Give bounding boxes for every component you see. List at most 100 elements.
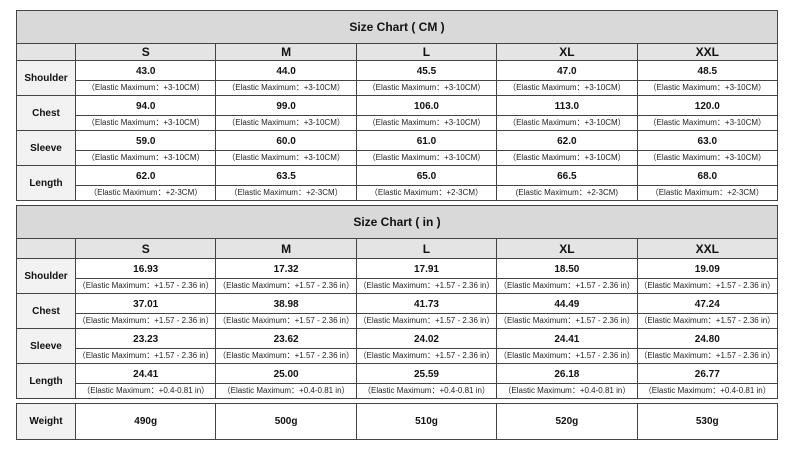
measurement-cell: 61.0 （Elastic Maximum：+3-10CM） [355, 130, 498, 166]
measurement-cell: 94.0 （Elastic Maximum：+3-10CM） [74, 95, 217, 131]
row-label: Chest [16, 293, 76, 329]
measurement-value: 62.0 [76, 166, 216, 186]
elastic-note: （Elastic Maximum：+1.57 - 2.36 in） [218, 351, 354, 360]
chart-title-row: Size Chart ( in ) [16, 205, 778, 239]
measurement-value: 26.77 [637, 364, 777, 384]
elastic-note: （Elastic Maximum：+1.57 - 2.36 in） [77, 351, 214, 360]
size-header: XXL [636, 238, 779, 259]
measurement-cell: 24.02 （Elastic Maximum：+1.57 - 2.36 in） [355, 328, 498, 364]
size-header: XL [496, 43, 638, 61]
row-label: Length [16, 165, 76, 201]
measurement-row: Chest 37.01 （Elastic Maximum：+1.57 - 2.36 … [16, 293, 779, 329]
elastic-note: （Elastic Maximum：+3-10CM） [227, 118, 345, 127]
measurement-cell: 68.0 （Elastic Maximum：+2-3CM） [636, 165, 779, 201]
measurement-value: 38.98 [216, 294, 356, 314]
measurement-row: Sleeve 59.0 （Elastic Maximum：+3-10CM） 60.0 （… [16, 130, 779, 166]
measurement-cell: 62.0 （Elastic Maximum：+3-10CM） [496, 130, 638, 166]
measurement-value: 16.93 [76, 259, 216, 279]
measurement-cell: 45.5 （Elastic Maximum：+3-10CM） [355, 60, 498, 96]
measurement-value: 99.0 [216, 96, 356, 116]
size-chart-in: Size Chart ( in ) S M L XL XXL Shoulder 16.93 （E… [16, 205, 779, 399]
elastic-note: （Elastic Maximum：+1.57 - 2.36 in） [77, 281, 214, 290]
measurement-value: 66.5 [497, 166, 637, 186]
measurement-value: 26.18 [497, 364, 637, 384]
elastic-note: （Elastic Maximum：+3-10CM） [86, 153, 205, 162]
row-label: Weight [16, 403, 76, 440]
measurement-row: Length 62.0 （Elastic Maximum：+2-3CM） 63.5 （E… [16, 165, 779, 201]
measurement-value: 18.50 [497, 259, 637, 279]
elastic-note: （Elastic Maximum：+0.4-0.81 in） [643, 386, 771, 395]
elastic-note: （Elastic Maximum：+1.57 - 2.36 in） [498, 351, 635, 360]
measurement-cell: 99.0 （Elastic Maximum：+3-10CM） [215, 95, 357, 131]
measurement-value: 120.0 [637, 96, 777, 116]
size-header: M [215, 238, 357, 259]
measurement-row: Chest 94.0 （Elastic Maximum：+3-10CM） 99.0 （E… [16, 95, 779, 131]
elastic-note: （Elastic Maximum：+1.57 - 2.36 in） [639, 316, 776, 325]
measurement-cell: 59.0 （Elastic Maximum：+3-10CM） [74, 130, 217, 166]
weight-value: 490g [74, 403, 217, 440]
elastic-note: （Elastic Maximum：+1.57 - 2.36 in） [498, 316, 635, 325]
measurement-cell: 24.41 （Elastic Maximum：+0.4-0.81 in） [74, 363, 217, 399]
measurement-row: Shoulder 43.0 （Elastic Maximum：+3-10CM） 44.… [16, 60, 779, 96]
measurement-value: 65.0 [356, 166, 497, 186]
measurement-row: Length 24.41 （Elastic Maximum：+0.4-0.81 in… [16, 363, 779, 399]
measurement-value: 19.09 [637, 259, 777, 279]
elastic-note: （Elastic Maximum：+1.57 - 2.36 in） [358, 351, 495, 360]
measurement-value: 45.5 [356, 61, 497, 81]
measurement-cell: 26.18 （Elastic Maximum：+0.4-0.81 in） [496, 363, 638, 399]
measurement-cell: 18.50 （Elastic Maximum：+1.57 - 2.36 in） [496, 258, 638, 294]
size-header: L [355, 43, 498, 61]
elastic-note: （Elastic Maximum：+2-3CM） [89, 188, 203, 197]
measurement-value: 24.41 [76, 364, 216, 384]
measurement-cell: 44.49 （Elastic Maximum：+1.57 - 2.36 in） [496, 293, 638, 329]
measurement-cell: 24.41 （Elastic Maximum：+1.57 - 2.36 in） [496, 328, 638, 364]
measurement-cell: 62.0 （Elastic Maximum：+2-3CM） [74, 165, 217, 201]
measurement-value: 59.0 [76, 131, 216, 151]
measurement-cell: 16.93 （Elastic Maximum：+1.57 - 2.36 in） [74, 258, 217, 294]
measurement-cell: 26.77 （Elastic Maximum：+0.4-0.81 in） [636, 363, 779, 399]
measurement-cell: 47.24 （Elastic Maximum：+1.57 - 2.36 in） [636, 293, 779, 329]
elastic-note: （Elastic Maximum：+2-3CM） [650, 188, 764, 197]
weight-value: 510g [355, 403, 498, 440]
measurement-cell: 24.80 （Elastic Maximum：+1.57 - 2.36 in） [636, 328, 779, 364]
elastic-note: （Elastic Maximum：+3-10CM） [648, 83, 767, 92]
measurement-cell: 106.0 （Elastic Maximum：+3-10CM） [355, 95, 498, 131]
weight-value: 500g [215, 403, 357, 440]
elastic-note: （Elastic Maximum：+1.57 - 2.36 in） [639, 281, 776, 290]
elastic-note: （Elastic Maximum：+0.4-0.81 in） [82, 386, 210, 395]
measurement-cell: 65.0 （Elastic Maximum：+2-3CM） [355, 165, 498, 201]
measurement-cell: 17.91 （Elastic Maximum：+1.57 - 2.36 in） [355, 258, 498, 294]
measurement-cell: 25.59 （Elastic Maximum：+0.4-0.81 in） [355, 363, 498, 399]
measurement-value: 47.24 [637, 294, 777, 314]
elastic-note: （Elastic Maximum：+3-10CM） [227, 153, 345, 162]
header-blank [16, 238, 76, 259]
measurement-value: 37.01 [76, 294, 216, 314]
weight-row: Weight 490g 500g 510g 520g 530g [16, 403, 779, 440]
elastic-note: （Elastic Maximum：+3-10CM） [367, 83, 486, 92]
chart-title-row: Size Chart ( CM ) [16, 10, 778, 44]
size-header-row: S M L XL XXL [16, 43, 779, 61]
measurement-cell: 38.98 （Elastic Maximum：+1.57 - 2.36 in） [215, 293, 357, 329]
measurement-cell: 63.5 （Elastic Maximum：+2-3CM） [215, 165, 357, 201]
elastic-note: （Elastic Maximum：+0.4-0.81 in） [222, 386, 350, 395]
measurement-value: 25.00 [216, 364, 356, 384]
measurement-cell: 66.5 (Elastic Maximum：+2-3CM) [496, 165, 638, 201]
measurement-value: 47.0 [497, 61, 637, 81]
size-header: XL [496, 238, 638, 259]
measurement-value: 24.41 [497, 329, 637, 349]
header-blank [16, 43, 76, 61]
measurement-cell: 63.0 （Elastic Maximum：+3-10CM） [636, 130, 779, 166]
measurement-value: 68.0 [637, 166, 777, 186]
elastic-note: （Elastic Maximum：+3-10CM） [367, 118, 486, 127]
weight-value: 530g [636, 403, 779, 440]
measurement-value: 44.0 [216, 61, 356, 81]
size-header: L [355, 238, 498, 259]
measurement-value: 94.0 [76, 96, 216, 116]
measurement-value: 63.0 [637, 131, 777, 151]
elastic-note: （Elastic Maximum：+3-10CM） [648, 118, 767, 127]
row-label: Shoulder [16, 60, 76, 96]
measurement-cell: 25.00 （Elastic Maximum：+0.4-0.81 in） [215, 363, 357, 399]
elastic-note: （Elastic Maximum：+3-10CM） [508, 118, 626, 127]
measurement-cell: 44.0 （Elastic Maximum：+3-10CM） [215, 60, 357, 96]
elastic-note: （Elastic Maximum：+0.4-0.81 in） [503, 386, 631, 395]
